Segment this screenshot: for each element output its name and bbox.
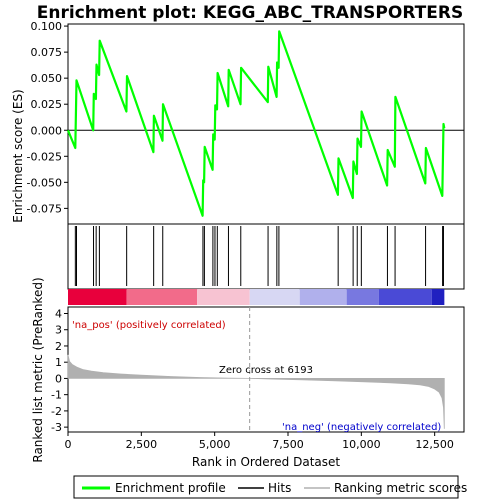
top-y-tick-label: -0.050	[27, 176, 62, 189]
color-bar-segment	[299, 289, 347, 305]
top-y-tick-label: -0.075	[27, 202, 62, 215]
ranking-metric-area	[67, 354, 445, 429]
x-tick-label: 5,000	[199, 438, 231, 451]
color-bar-segment	[197, 289, 250, 305]
bottom-y-tick-label: -1	[51, 389, 62, 402]
x-tick-label: 0	[65, 438, 72, 451]
bottom-y-tick-label: -3	[51, 421, 62, 434]
top-y-tick-label: 0.075	[31, 46, 63, 59]
x-tick-label: 7,500	[272, 438, 304, 451]
legend-label-enrichment: Enrichment profile	[115, 481, 226, 495]
color-bar	[68, 289, 445, 305]
top-y-axis-label: Enrichment score (ES)	[11, 89, 25, 222]
top-y-tick-label: -0.025	[27, 150, 62, 163]
bottom-y-tick-label: 0	[55, 372, 62, 385]
top-y-tick-label: 0.050	[31, 72, 63, 85]
bottom-y-tick-label: -2	[51, 405, 62, 418]
x-tick-label: 10,000	[342, 438, 381, 451]
color-bar-segment	[126, 289, 198, 305]
top-y-tick-label: 0.025	[31, 98, 63, 111]
x-tick-label: 2,500	[126, 438, 158, 451]
bottom-y-tick-label: 2	[55, 340, 62, 353]
legend-item-ranking-metric: Ranking metric scores	[304, 481, 467, 495]
chart-title: Enrichment plot: KEGG_ABC_TRANSPORTERS	[37, 3, 463, 23]
top-panel-frame	[67, 23, 465, 290]
color-bar-segment	[378, 289, 432, 305]
pos-label: 'na_pos' (positively correlated)	[72, 320, 226, 331]
x-tick-label: 12,500	[415, 438, 454, 451]
enrichment-profile-layer	[66, 30, 464, 217]
top-y-tick-label: 0.100	[31, 20, 63, 33]
ranking-metric-layer	[67, 354, 445, 429]
neg-label: 'na_neg' (negatively correlated)	[282, 422, 441, 433]
top-y-tick-label: 0.000	[31, 124, 63, 137]
hits-layer	[68, 223, 464, 286]
legend-box	[73, 475, 459, 499]
color-bar-segment	[68, 289, 127, 305]
enrichment-profile-line	[66, 30, 446, 217]
bottom-y-tick-label: 4	[55, 307, 62, 320]
legend-label-hits: Hits	[268, 481, 291, 495]
legend-label-metric: Ranking metric scores	[334, 481, 467, 495]
x-axis-label: Rank in Ordered Dataset	[192, 455, 340, 469]
bottom-y-axis-label: Ranked list metric (PreRanked)	[31, 277, 45, 462]
top-y-ticks: 0.100 0.075 0.050 0.025 0.000 -0.025 -0.050 -0.…	[27, 20, 68, 215]
zero-cross-label: Zero cross at 6193	[219, 365, 313, 376]
bottom-y-tick-label: 1	[55, 356, 62, 369]
legend-item-hits: Hits	[238, 481, 291, 495]
color-bar-segment	[431, 289, 445, 305]
bottom-y-ticks: 4 3 2 1 0 -1 -2 -3	[51, 307, 68, 434]
color-bar-segment	[346, 289, 379, 305]
color-bar-segment	[249, 289, 300, 305]
bottom-x-ticks: 0 2,500 5,000 7,500 10,000 12,500	[65, 432, 454, 451]
bottom-y-tick-label: 3	[55, 324, 62, 337]
legend-item-enrichment-profile: Enrichment profile	[82, 481, 226, 495]
